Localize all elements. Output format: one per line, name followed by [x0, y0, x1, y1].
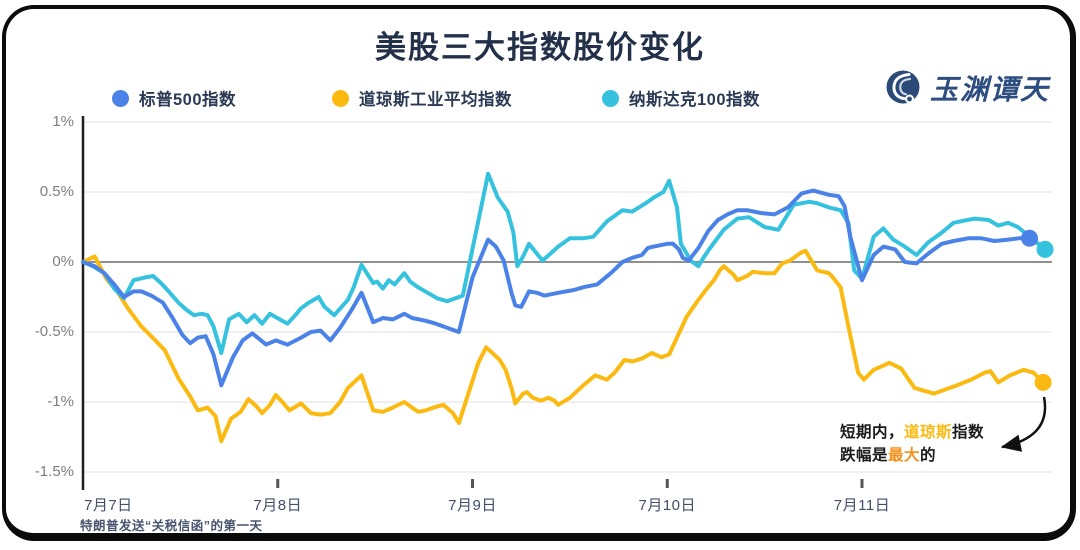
annotation-text: 的	[920, 447, 937, 464]
annotation-line-2: 跌幅是最大的	[840, 444, 1020, 467]
x-axis-tick-label: 7月7日	[84, 497, 133, 514]
endpoint-dots	[1020, 229, 1054, 391]
legend-label-dow: 道琼斯工业平均指数	[359, 91, 512, 109]
标普500指数-endpoint-dot	[1020, 229, 1038, 247]
whirlpool-icon	[886, 70, 920, 104]
logo-text: 玉渊谭天	[930, 73, 1051, 106]
annotation-text: 短期内，	[840, 424, 905, 441]
y-axis-tick-label: 0%	[52, 253, 74, 270]
纳斯达克100指数-endpoint-dot	[1036, 240, 1054, 258]
x-axis-tick-label: 7月11日	[833, 497, 891, 514]
annotation-text: 跌幅是	[840, 447, 889, 464]
annotation-dow-biggest-drop: 短期内，道琼斯指数 跌幅是最大的	[840, 421, 1020, 467]
道琼斯工业平均指数-endpoint-dot	[1034, 373, 1052, 391]
annotation-line-1: 短期内，道琼斯指数	[840, 421, 1020, 444]
gridlines	[83, 121, 1052, 473]
index-lines	[81, 171, 1048, 444]
legend-item-nasdaq: 纳斯达克100指数	[602, 86, 760, 110]
nasdaq-legend-dot-icon	[602, 89, 619, 107]
legend-label-sp500: 标普500指数	[139, 91, 237, 109]
x-axis-footnote: 特朗普发送“关税信函”的第一天	[80, 519, 263, 533]
y-axis-tick-label: -1.5%	[34, 463, 74, 480]
纳斯达克100指数-line	[81, 171, 1048, 355]
y-axis-tick-label: -1%	[47, 393, 74, 410]
标普500指数-line	[81, 188, 1032, 388]
dow-legend-dot-icon	[332, 89, 349, 107]
y-axis-tick-label: 1%	[52, 113, 74, 130]
道琼斯工业平均指数-line	[81, 248, 1046, 444]
axes	[81, 116, 864, 490]
annotation-text: 指数	[952, 424, 985, 441]
legend-item-dow: 道琼斯工业平均指数	[332, 86, 512, 110]
yuyuan-tantian-logo: 玉渊谭天	[884, 68, 1050, 108]
sp500-legend-dot-icon	[112, 89, 129, 107]
annotation-highlight-max: 最大	[888, 447, 921, 464]
y-axis-tick-label: -0.5%	[34, 323, 74, 340]
x-axis-tick-label: 7月8日	[253, 497, 303, 514]
y-axis-tick-label: 0.5%	[39, 183, 74, 200]
legend-label-nasdaq: 纳斯达克100指数	[629, 91, 761, 109]
x-axis-tick-label: 7月10日	[638, 497, 697, 514]
x-axis-tick-label: 7月9日	[448, 497, 497, 514]
annotation-highlight-dow: 道琼斯	[904, 424, 953, 441]
annotation-arrow	[1000, 396, 1047, 452]
page-title: 美股三大指数股价变化	[375, 30, 705, 65]
legend-item-sp500: 标普500指数	[112, 86, 236, 110]
